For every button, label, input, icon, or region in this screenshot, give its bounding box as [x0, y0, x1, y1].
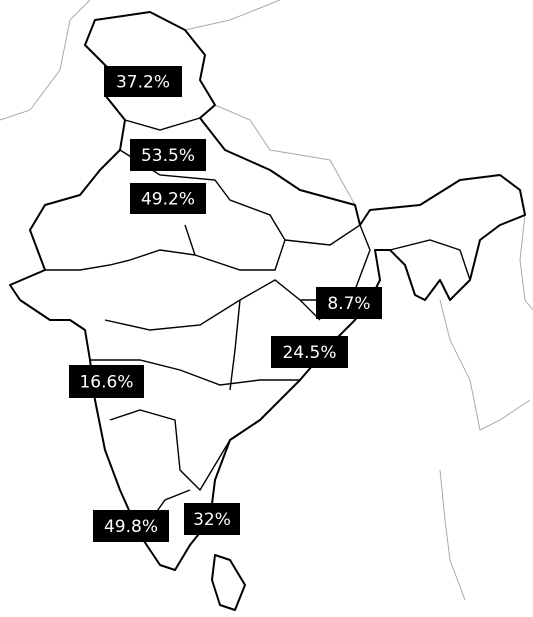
neighbor-borders	[0, 0, 533, 601]
region-label: 32%	[193, 510, 231, 530]
region-label: 37.2%	[116, 73, 170, 93]
region-label: 49.2%	[141, 190, 195, 210]
label-box	[130, 139, 206, 171]
label-box	[316, 287, 382, 319]
region-label: 53.5%	[141, 146, 195, 166]
label-box	[69, 365, 144, 398]
region-label: 49.8%	[104, 517, 158, 537]
label-box	[130, 183, 206, 214]
labels: 37.2% 53.5% 49.2% 8.7% 24.5% 16.6% 49.8% 32%	[69, 66, 382, 542]
region-label: 24.5%	[282, 343, 336, 363]
label-box	[104, 66, 182, 97]
label-box	[93, 510, 169, 542]
label-box	[184, 503, 240, 535]
island-outline	[211, 554, 246, 611]
region-label: 16.6%	[79, 373, 133, 393]
label-box	[271, 336, 348, 368]
country-outline	[9, 11, 526, 571]
region-label: 8.7%	[327, 294, 370, 314]
